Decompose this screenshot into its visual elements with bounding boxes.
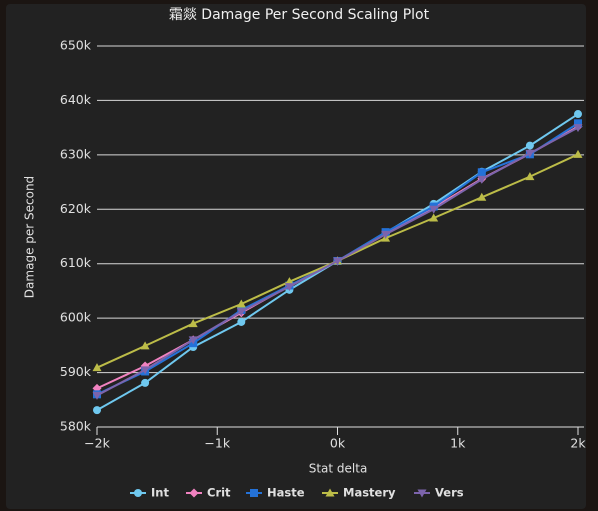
y-tick-label: 640k — [60, 92, 92, 107]
data-point — [333, 257, 342, 266]
data-point — [237, 317, 246, 326]
data-point — [477, 168, 486, 177]
data-point — [477, 192, 487, 201]
legend-label: Mastery — [343, 486, 396, 500]
data-point — [573, 124, 583, 133]
data-point — [92, 363, 102, 372]
x-axis-label: Stat delta — [309, 462, 368, 476]
data-point — [93, 406, 101, 415]
y-tick-label: 600k — [60, 310, 92, 325]
data-point — [525, 172, 535, 181]
chart-title: 霜燚 Damage Per Second Scaling Plot — [169, 7, 430, 23]
legend-marker — [189, 488, 199, 498]
y-axis-label: Damage per Second — [23, 176, 37, 298]
legend-marker — [250, 489, 258, 497]
y-tick-label: 630k — [60, 146, 92, 161]
data-point — [140, 341, 150, 350]
data-point — [236, 308, 246, 317]
data-point — [141, 378, 150, 387]
data-point — [188, 336, 198, 345]
data-point — [92, 391, 102, 400]
data-point — [188, 319, 198, 328]
data-point — [284, 283, 294, 292]
x-tick-label: −2k — [84, 436, 110, 451]
y-tick-label: 610k — [60, 255, 92, 270]
y-tick-label: 580k — [60, 419, 92, 434]
legend-label: Haste — [267, 486, 305, 500]
x-tick-label: 1k — [450, 436, 466, 451]
data-point — [525, 141, 534, 150]
x-tick-label: 2k — [570, 436, 586, 451]
y-tick-label: 620k — [60, 201, 92, 216]
legend-marker — [325, 488, 335, 497]
legend-label: Crit — [207, 486, 231, 500]
legend-label: Int — [151, 486, 169, 500]
data-point — [140, 366, 150, 375]
x-tick-label: 0k — [330, 436, 346, 451]
data-point — [525, 149, 535, 158]
data-point — [573, 149, 583, 158]
data-point — [477, 175, 487, 184]
y-tick-label: 650k — [60, 38, 92, 53]
legend-marker — [134, 489, 142, 497]
legend-marker — [417, 489, 427, 498]
data-point — [429, 205, 439, 214]
legend-label: Vers — [435, 486, 464, 500]
data-point — [236, 299, 246, 308]
data-point — [429, 213, 439, 222]
data-point — [381, 230, 391, 239]
data-point — [574, 119, 582, 128]
chart-background — [6, 4, 586, 509]
y-tick-label: 590k — [60, 364, 92, 379]
data-point — [574, 110, 582, 119]
x-tick-label: −1k — [204, 436, 230, 451]
